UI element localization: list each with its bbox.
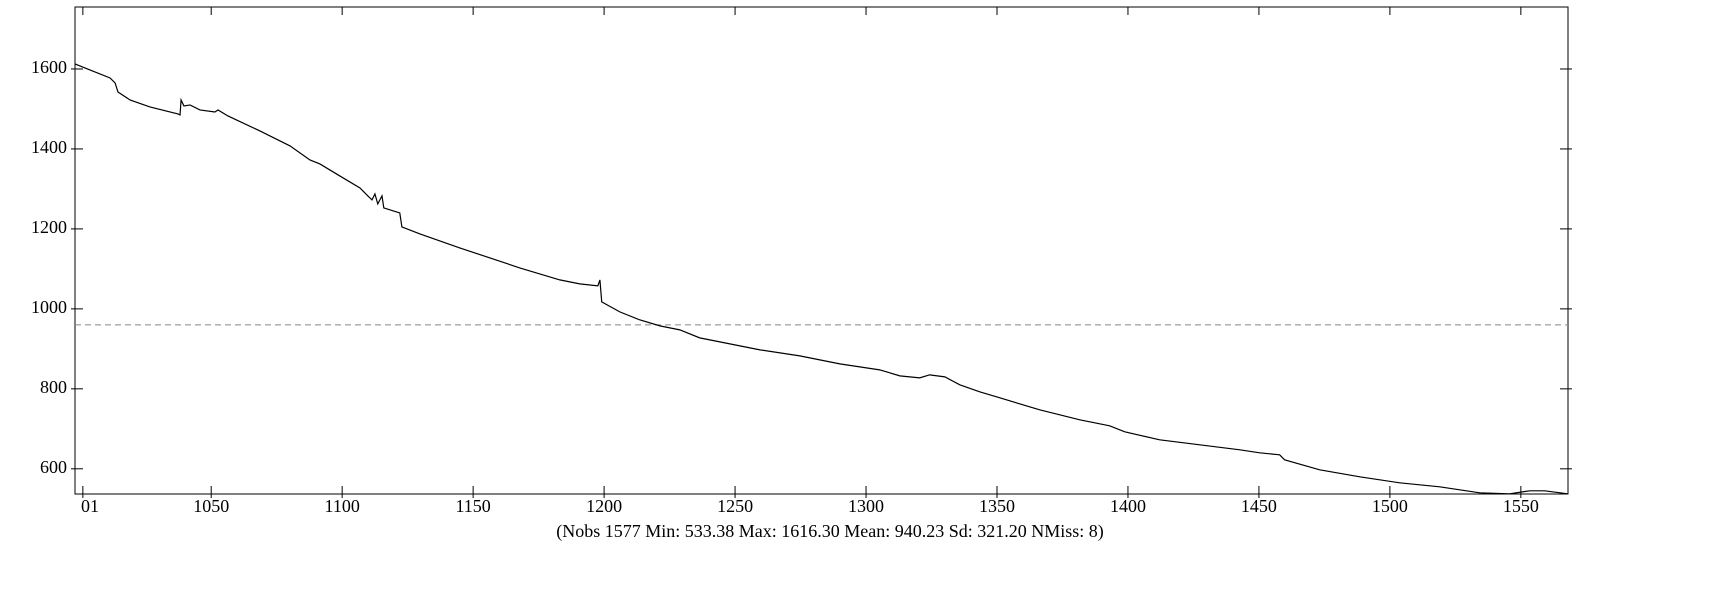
x-tick-label: 1100 xyxy=(324,496,359,516)
y-tick-label: 1000 xyxy=(31,297,67,317)
plot-frame xyxy=(74,6,1569,495)
x-tick-label: 1500 xyxy=(1372,496,1408,516)
data-line xyxy=(74,63,1568,495)
x-tick-label: 1450 xyxy=(1241,496,1277,516)
y-tick-label: 1200 xyxy=(31,217,67,237)
x-tick-label: 1300 xyxy=(848,496,884,516)
x-tick-label: 1200 xyxy=(586,496,622,516)
y-tick-label: 800 xyxy=(40,377,67,397)
x-tick-label: 1400 xyxy=(1110,496,1146,516)
x-tick-label: 1050 xyxy=(193,496,229,516)
x-axis-label: (Nobs 1577 Min: 533.38 Max: 1616.30 Mean… xyxy=(556,521,1104,542)
y-tick-label: 1600 xyxy=(31,57,67,77)
x-tick-label: 1350 xyxy=(979,496,1015,516)
x-tick-label: 1150 xyxy=(455,496,490,516)
x-tick-label: 01 xyxy=(81,496,99,516)
y-tick-label: 1400 xyxy=(31,137,67,157)
x-tick-label: 1550 xyxy=(1503,496,1539,516)
x-tick-label: 1250 xyxy=(717,496,753,516)
y-tick-label: 600 xyxy=(40,457,67,477)
